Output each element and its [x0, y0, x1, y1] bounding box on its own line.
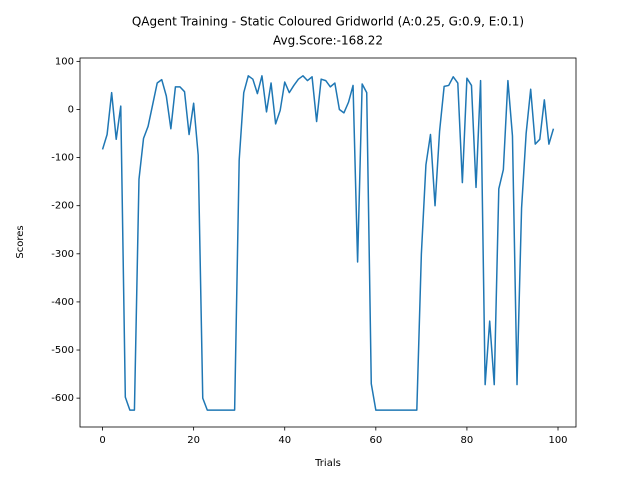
y-tick-label: -200	[51, 201, 74, 212]
y-tick-label: 0	[68, 104, 74, 115]
y-tick-label: -400	[51, 297, 74, 308]
x-tick-label: 60	[369, 435, 382, 446]
axes-frame	[79, 57, 577, 428]
y-tick-label: -600	[51, 393, 74, 404]
y-axis-label: Scores	[15, 225, 26, 258]
chart-subtitle: Avg.Score:-168.22	[273, 34, 383, 48]
y-tick-label: -100	[51, 153, 74, 164]
x-tick-label: 80	[461, 435, 474, 446]
x-tick-label: 0	[99, 435, 105, 446]
y-tick-label: -500	[51, 345, 74, 356]
x-axis-label: Trials	[314, 458, 341, 469]
x-tick-label: 40	[278, 435, 291, 446]
y-tick-label: 100	[55, 56, 74, 67]
chart-title: QAgent Training - Static Coloured Gridwo…	[132, 15, 524, 29]
line-series	[101, 75, 555, 411]
x-tick-label: 20	[187, 435, 200, 446]
x-tick-label: 100	[548, 435, 567, 446]
y-tick-label: -300	[51, 249, 74, 260]
